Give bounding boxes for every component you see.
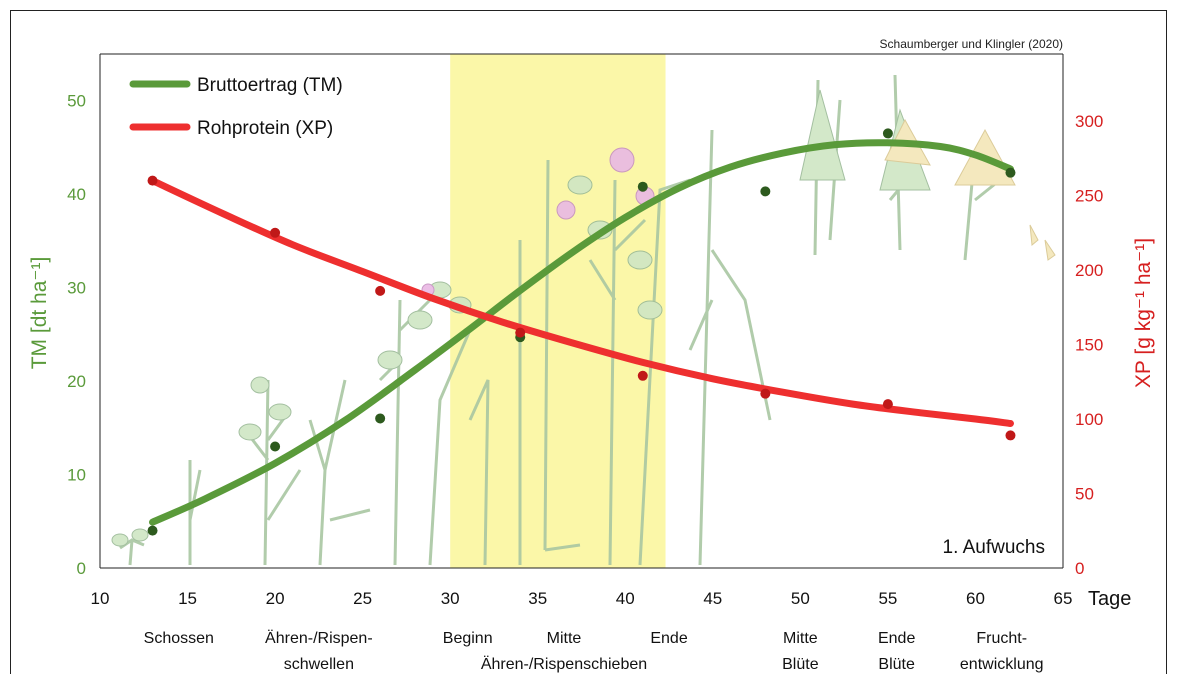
stage-label: schwellen xyxy=(284,656,354,673)
x-tick-label: 60 xyxy=(966,589,985,608)
data-point-0 xyxy=(882,128,893,139)
x-axis-label: Tage xyxy=(1088,588,1131,610)
stage-label: Beginn xyxy=(443,630,493,647)
data-point-0 xyxy=(637,181,648,192)
stage-label: Ende xyxy=(650,630,687,647)
x-tick-label: 55 xyxy=(878,589,897,608)
source-label: Schaumberger und Klingler (2020) xyxy=(880,37,1063,51)
x-tick-label: 35 xyxy=(528,589,547,608)
series-line-1 xyxy=(149,177,1014,427)
legend-label-tm: Bruttoertrag (TM) xyxy=(197,75,343,96)
y-left-tick-label: 30 xyxy=(67,279,86,298)
stage-label: Ende xyxy=(878,630,915,647)
x-tick-label: 50 xyxy=(791,589,810,608)
data-point-1 xyxy=(147,175,158,186)
stage-label: Blüte xyxy=(878,656,915,673)
y-right-tick-label: 300 xyxy=(1075,112,1103,131)
data-point-0 xyxy=(147,525,158,536)
x-tick-label: 20 xyxy=(266,589,285,608)
y-right-tick-label: 50 xyxy=(1075,485,1094,504)
data-point-0 xyxy=(1005,167,1016,178)
data-point-1 xyxy=(270,227,281,238)
data-point-0 xyxy=(270,441,281,452)
y-left-tick-label: 20 xyxy=(67,372,86,391)
stage-label: Schossen xyxy=(144,630,214,647)
stage-label: Blüte xyxy=(782,656,819,673)
x-tick-label: 25 xyxy=(353,589,372,608)
x-tick-label: 40 xyxy=(616,589,635,608)
data-point-1 xyxy=(637,370,648,381)
y-left-tick-label: 0 xyxy=(77,559,86,578)
data-point-0 xyxy=(375,413,386,424)
x-tick-label: 10 xyxy=(91,589,110,608)
y-left-tick-label: 10 xyxy=(67,466,86,485)
stage-label: Frucht- xyxy=(976,630,1027,647)
stage-label: Mitte xyxy=(547,630,582,647)
data-point-1 xyxy=(1005,430,1016,441)
y-left-tick-label: 40 xyxy=(67,185,86,204)
y-right-tick-label: 100 xyxy=(1075,410,1103,429)
y-right-tick-label: 200 xyxy=(1075,261,1103,280)
y-right-tick-label: 250 xyxy=(1075,187,1103,206)
data-point-1 xyxy=(882,399,893,410)
legend: Bruttoertrag (TM) Rohprotein (XP) xyxy=(129,75,343,139)
y-axis-label-left: TM [dt ha⁻¹] xyxy=(28,257,51,370)
stage-label: Ähren-/Rispen- xyxy=(265,629,373,647)
plant-illustrations xyxy=(111,74,1056,566)
data-point-1 xyxy=(515,327,526,338)
x-tick-label: 30 xyxy=(441,589,460,608)
y-left-tick-label: 50 xyxy=(67,92,86,111)
y-axis-label-right: XP [g kg⁻¹ ha⁻¹] xyxy=(1132,238,1155,388)
y-right-tick-label: 150 xyxy=(1075,336,1103,355)
legend-label-xp: Rohprotein (XP) xyxy=(197,118,333,139)
x-tick-label: 65 xyxy=(1054,589,1073,608)
stage-label: entwicklung xyxy=(960,656,1044,673)
annotation-aufwuchs: 1. Aufwuchs xyxy=(943,537,1045,558)
data-point-1 xyxy=(375,285,386,296)
chart-frame xyxy=(10,10,1167,674)
series-line-0 xyxy=(149,139,1014,526)
stage-label: Mitte xyxy=(783,630,818,647)
x-tick-label: 15 xyxy=(178,589,197,608)
y-right-tick-label: 0 xyxy=(1075,559,1084,578)
heading-stage-band xyxy=(450,54,666,568)
data-point-1 xyxy=(760,388,771,399)
data-point-0 xyxy=(760,186,771,197)
x-tick-label: 45 xyxy=(703,589,722,608)
stage-label: Ähren-/Rispenschieben xyxy=(481,655,647,673)
